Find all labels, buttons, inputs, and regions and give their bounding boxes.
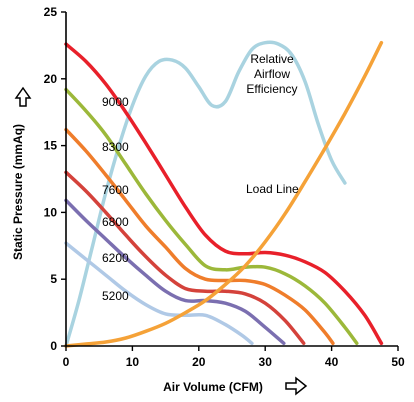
label-efficiency-line1: Relative (250, 52, 294, 66)
series-line-relative-airflow-efficiency (64, 40, 347, 348)
label-9000: 9000 (102, 95, 129, 109)
y-tick-label: 20 (44, 72, 58, 86)
y-tick-label: 10 (44, 205, 58, 219)
x-axis-arrow-icon (285, 376, 308, 396)
series-line-9000 (64, 42, 384, 346)
series-line-6800 (64, 170, 306, 346)
series-layer (64, 40, 384, 348)
y-tick-label: 0 (50, 339, 57, 353)
label-7600: 7600 (102, 183, 129, 197)
ticks-layer: 0 10 20 30 40 50 0 5 10 15 20 25 (44, 5, 405, 369)
x-tick-label: 20 (192, 355, 206, 369)
axes-layer (65, 12, 398, 347)
label-load-line: Load Line (246, 182, 299, 196)
y-tick-label: 15 (44, 139, 58, 153)
label-8300: 8300 (102, 140, 129, 154)
x-axis-label: Air Volume (CFM) (163, 380, 263, 394)
label-efficiency-line3: Efficiency (246, 82, 297, 96)
x-tick-label: 30 (259, 355, 273, 369)
series-line-7600 (64, 127, 335, 346)
series-line-load-line (64, 40, 384, 348)
series-line-5200 (64, 241, 254, 346)
label-5200: 5200 (102, 289, 129, 303)
label-efficiency-line2: Airflow (254, 67, 290, 81)
y-tick-label: 5 (50, 272, 57, 286)
x-tick-label: 0 (63, 355, 70, 369)
series-line-6200 (64, 198, 286, 346)
series-line-8300 (64, 87, 359, 346)
y-axis-arrow-icon (14, 86, 32, 107)
x-tick-label: 10 (126, 355, 140, 369)
x-tick-label: 50 (391, 355, 405, 369)
label-6200: 6200 (102, 251, 129, 265)
x-tick-label: 40 (325, 355, 339, 369)
y-tick-label: 25 (44, 5, 58, 19)
label-6800: 6800 (102, 215, 129, 229)
y-axis-label: Static Pressure (mmAq) (11, 124, 25, 260)
